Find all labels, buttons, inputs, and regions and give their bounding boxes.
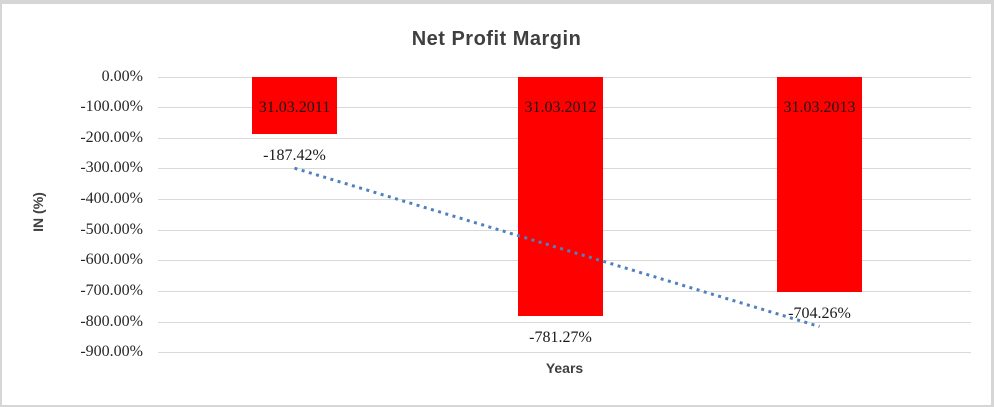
bar-31.03.2011 [252, 76, 337, 134]
y-axis-title: IN (%) [30, 192, 46, 233]
x-axis-title: Years [545, 360, 584, 376]
y-axis-tick-label: -800.00% [80, 312, 143, 330]
y-axis-tick-label: -400.00% [80, 190, 143, 208]
y-axis-tick-label: -200.00% [80, 128, 143, 146]
y-axis-tick-label: 0.00% [101, 67, 143, 85]
y-axis-tick-label: -700.00% [80, 281, 143, 299]
chart-title: Net Profit Margin [411, 28, 582, 50]
y-axis-tick-labels: 0.00% -100.00% -200.00% -300.00% -400.00% -50… [2, 4, 991, 405]
y-axis-tick-label: -600.00% [80, 251, 143, 269]
data-label: -187.42% [263, 146, 326, 164]
data-labels-layer: 31.03.2011 -187.42% 31.03.2012 -781.27% 31.0… [2, 4, 991, 405]
data-label: -704.26% [788, 305, 851, 323]
category-label: 31.03.2011 [258, 98, 331, 116]
y-axis-tick-label: -500.00% [80, 220, 143, 238]
y-axis-tick-label: -100.00% [80, 98, 143, 116]
category-label: 31.03.2012 [524, 98, 597, 116]
data-label: -781.27% [529, 328, 592, 346]
y-axis-tick-label: -300.00% [80, 159, 143, 177]
category-label: 31.03.2013 [783, 98, 856, 116]
gridline [158, 352, 971, 354]
y-axis-tick-label: -900.00% [80, 343, 143, 361]
